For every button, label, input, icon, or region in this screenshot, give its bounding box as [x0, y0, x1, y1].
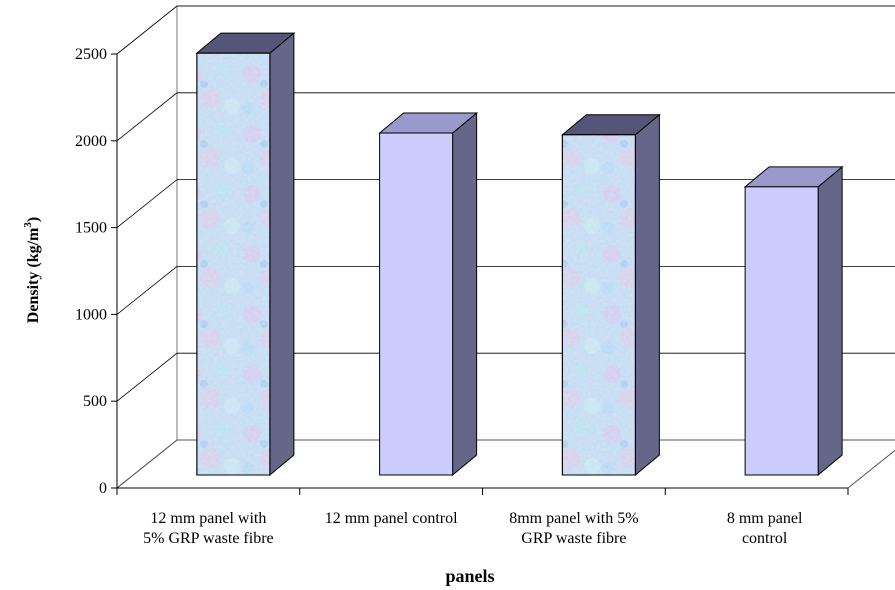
gridline — [116, 5, 895, 55]
y-tick-label: 2000 — [75, 133, 107, 150]
bar-side — [817, 165, 843, 477]
bar-side — [634, 113, 660, 477]
x-category-label-line: 8mm panel with 5% — [509, 510, 638, 527]
gridline — [116, 179, 895, 228]
y-axis-ticks: 0 500 1000 1500 2000 2500 — [75, 46, 117, 497]
bars — [195, 32, 844, 477]
bar-outline — [196, 52, 271, 476]
y-axis-title-main: Density (kg/m — [25, 227, 42, 323]
bar-front — [744, 186, 819, 476]
y-tick-label: 500 — [83, 393, 107, 410]
bar — [378, 111, 479, 477]
x-category-label: 8mm panel with 5% GRP waste fibre — [509, 510, 638, 547]
bar-texture — [196, 53, 270, 475]
x-axis-title: panels — [445, 566, 494, 586]
x-category-label: 12 mm panel control — [325, 510, 458, 527]
x-category-label: 12 mm panel with 5% GRP waste fibre — [143, 510, 274, 547]
y-tick-label: 0 — [99, 480, 107, 497]
gridline — [116, 352, 895, 402]
left-wall — [116, 4, 178, 490]
y-tick-label: 1500 — [75, 220, 107, 237]
x-category-label-line: control — [742, 530, 788, 547]
bar — [195, 32, 296, 477]
bar-front — [379, 132, 454, 476]
bar — [743, 165, 844, 477]
x-category-label: 8 mm panel control — [727, 510, 803, 547]
bar — [560, 113, 661, 477]
bar-side — [452, 111, 478, 477]
x-category-label-line: 12 mm panel with — [150, 510, 266, 527]
x-category-label-line: 8 mm panel — [727, 510, 803, 527]
gridlines — [116, 5, 895, 402]
gridline — [116, 92, 895, 142]
bar-side — [269, 32, 295, 477]
x-category-label-line: GRP waste fibre — [521, 530, 626, 547]
x-category-label-line: 5% GRP waste fibre — [143, 530, 274, 547]
y-axis-title: Density (kg/m3) — [22, 217, 42, 323]
y-tick-label: 2500 — [75, 46, 107, 63]
y-axis-title-end: ) — [25, 217, 42, 222]
y-tick-label: 1000 — [75, 306, 107, 323]
bar-texture — [562, 134, 636, 475]
y-axis-title-sup: 3 — [22, 222, 34, 228]
gridline — [116, 266, 895, 315]
x-category-label-line: 12 mm panel control — [325, 510, 458, 527]
bar-outline — [561, 134, 636, 476]
